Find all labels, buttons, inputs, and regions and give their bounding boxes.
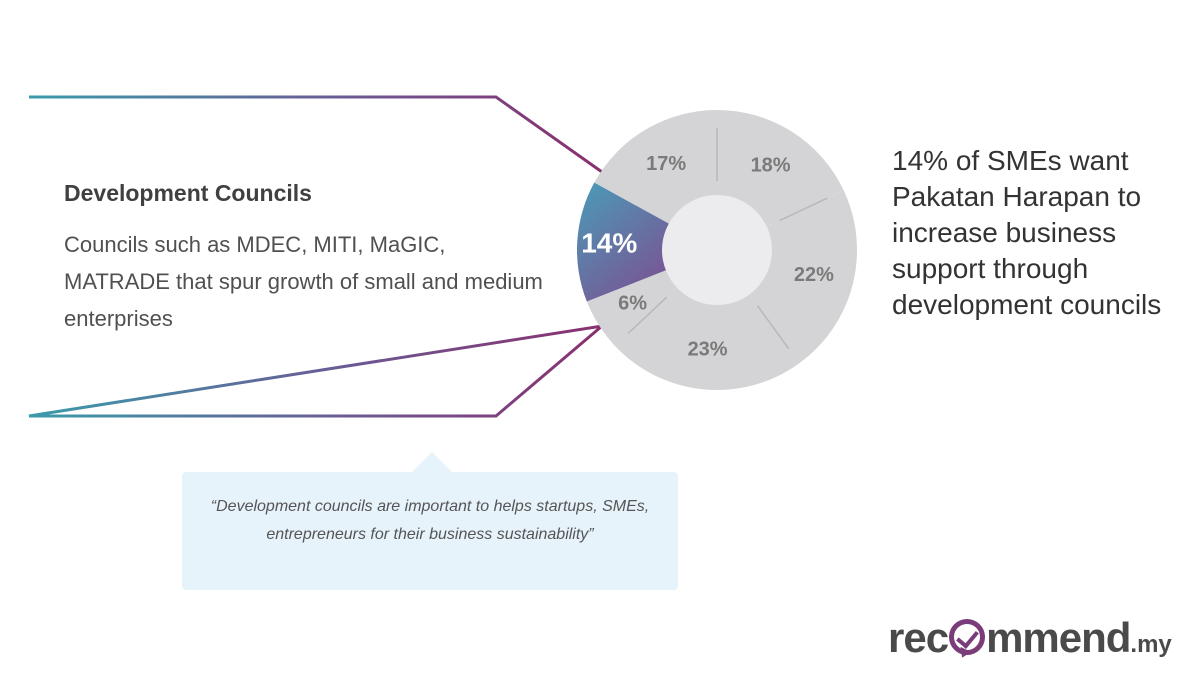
quote-box [182, 472, 678, 590]
slice-divider [756, 305, 790, 350]
slice-label-14-pct: 14% [581, 228, 637, 259]
quote-text: “Development councils are important to h… [210, 498, 650, 543]
logo-text-right: mmend [986, 614, 1131, 661]
slice-divider [627, 296, 668, 335]
logo-text-left: rec [888, 614, 949, 661]
slice-label-17-pct: 17% [646, 153, 686, 175]
donut-center [662, 195, 772, 305]
pie-slice-23-pct [614, 250, 800, 391]
callout-description: Councils such as MDEC, MITI, MaGIC, MATR… [64, 232, 543, 331]
pie-slice-14-pct [577, 182, 717, 302]
logo-suffix: .my [1130, 631, 1172, 658]
slice-label-18-pct: 18% [751, 155, 791, 177]
callout-outline [28, 95, 608, 418]
quote-pointer [412, 452, 452, 472]
slice-label-6-pct: 6% [618, 293, 647, 315]
headline-text: 14% of SMEs want Pakatan Harapan to incr… [892, 145, 1162, 320]
logo-check-icon [949, 619, 986, 661]
recommend-logo: rec mmend.my [888, 614, 1172, 664]
slice-label-22-pct: 22% [794, 264, 834, 286]
slice-label-23-pct: 23% [688, 339, 728, 361]
callout-title: Development Councils [64, 180, 312, 206]
slice-divider [779, 197, 828, 222]
